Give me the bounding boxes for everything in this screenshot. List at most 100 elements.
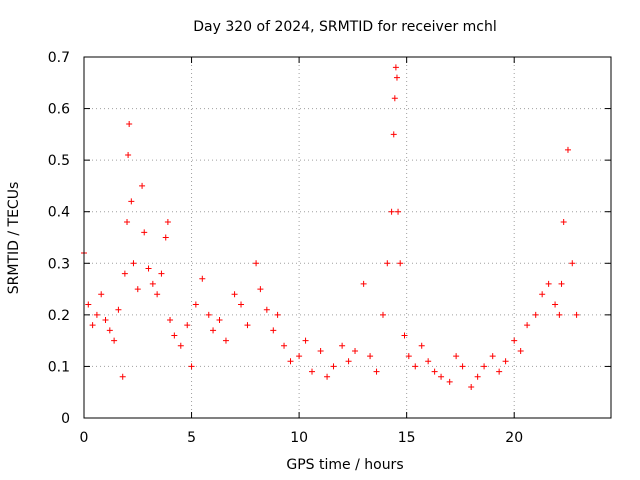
data-point xyxy=(397,260,404,267)
data-point xyxy=(425,358,432,365)
x-tick-label: 20 xyxy=(505,430,523,446)
data-point xyxy=(524,322,531,329)
data-point xyxy=(360,280,367,287)
data-point xyxy=(89,322,96,329)
data-point xyxy=(309,368,316,375)
data-point xyxy=(405,353,412,360)
data-point xyxy=(162,234,169,241)
data-point xyxy=(128,198,135,205)
data-point xyxy=(474,373,481,380)
data-point xyxy=(125,151,132,158)
data-point xyxy=(496,368,503,375)
data-point xyxy=(102,317,109,324)
data-point xyxy=(106,327,113,334)
data-point xyxy=(339,342,346,349)
data-point xyxy=(390,131,397,138)
data-point xyxy=(418,342,425,349)
data-point xyxy=(158,270,165,277)
data-point xyxy=(274,311,281,318)
data-point xyxy=(115,306,122,313)
data-point xyxy=(111,337,118,344)
data-point xyxy=(210,327,217,334)
y-tick-label: 0.3 xyxy=(48,256,70,272)
data-point xyxy=(379,311,386,318)
data-point xyxy=(177,342,184,349)
data-point xyxy=(205,311,212,318)
y-tick-label: 0.4 xyxy=(48,205,70,221)
data-point xyxy=(558,280,565,287)
data-point xyxy=(154,291,161,298)
y-tick-label: 0 xyxy=(61,411,70,427)
data-point xyxy=(126,121,133,128)
data-point xyxy=(124,219,131,226)
x-tick-label: 0 xyxy=(80,430,89,446)
data-point xyxy=(93,311,100,318)
x-axis-label: GPS time / hours xyxy=(286,457,403,473)
data-point xyxy=(85,301,92,308)
data-point xyxy=(244,322,251,329)
data-point xyxy=(171,332,178,339)
data-point xyxy=(502,358,509,365)
chart-title: Day 320 of 2024, SRMTID for receiver mch… xyxy=(193,19,497,35)
data-point xyxy=(388,208,395,215)
data-point xyxy=(453,353,460,360)
data-point xyxy=(393,74,400,81)
data-point xyxy=(511,337,518,344)
data-point xyxy=(468,384,475,391)
data-point xyxy=(281,342,288,349)
data-point xyxy=(257,286,264,293)
data-point xyxy=(253,260,260,267)
data-point xyxy=(481,363,488,370)
data-point xyxy=(216,317,223,324)
y-tick-label: 0.5 xyxy=(48,153,70,169)
y-tick-label: 0.2 xyxy=(48,308,70,324)
data-point xyxy=(287,358,294,365)
data-point xyxy=(545,280,552,287)
data-point xyxy=(270,327,277,334)
y-tick-label: 0.1 xyxy=(48,359,70,375)
data-point xyxy=(517,347,524,354)
data-point xyxy=(222,337,229,344)
data-point xyxy=(199,275,206,282)
data-point xyxy=(330,363,337,370)
data-point xyxy=(552,301,559,308)
data-point xyxy=(192,301,199,308)
data-point xyxy=(188,363,195,370)
data-point xyxy=(296,353,303,360)
y-tick-label: 0.6 xyxy=(48,102,70,118)
data-point xyxy=(98,291,105,298)
data-point xyxy=(573,311,580,318)
data-point xyxy=(263,306,270,313)
data-point xyxy=(149,280,156,287)
data-point xyxy=(560,219,567,226)
x-tick-label: 10 xyxy=(290,430,308,446)
data-point xyxy=(532,311,539,318)
data-point xyxy=(121,270,128,277)
data-point xyxy=(134,286,141,293)
data-point xyxy=(438,373,445,380)
axis-ticks: 0 5 10 15 20 0 0.1 0.2 0.3 0.4 0.5 0.6 0.7 xyxy=(48,50,611,446)
data-point xyxy=(184,322,191,329)
data-point xyxy=(238,301,245,308)
plot-frame xyxy=(83,56,612,419)
data-point xyxy=(395,208,402,215)
data-point xyxy=(569,260,576,267)
data-point xyxy=(373,368,380,375)
x-tick-label: 5 xyxy=(187,430,196,446)
data-point xyxy=(391,95,398,102)
data-point xyxy=(384,260,391,267)
data-point xyxy=(167,317,174,324)
y-axis-label: SRMTID / TECUs xyxy=(6,182,22,295)
data-point xyxy=(145,265,152,272)
data-point xyxy=(412,363,419,370)
data-point xyxy=(119,373,126,380)
y-tick-label: 0.7 xyxy=(48,50,70,66)
data-point xyxy=(141,229,148,236)
data-point xyxy=(130,260,137,267)
data-point xyxy=(564,146,571,153)
data-point xyxy=(392,64,399,71)
x-tick-label: 15 xyxy=(398,430,416,446)
data-point xyxy=(302,337,309,344)
data-point xyxy=(401,332,408,339)
